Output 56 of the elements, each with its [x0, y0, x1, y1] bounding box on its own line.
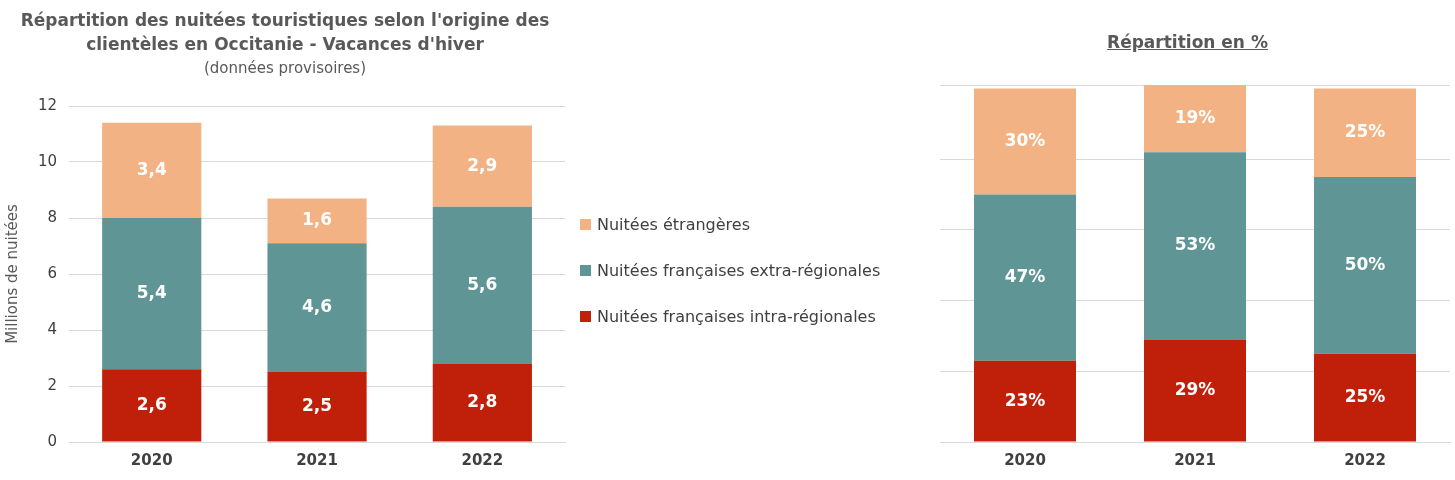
data-label: 2,8: [467, 390, 498, 411]
data-label: 47%: [1004, 266, 1046, 287]
data-label: 2,9: [467, 154, 498, 175]
data-label: 5,6: [467, 273, 498, 294]
bar: [1314, 176, 1416, 354]
bar: [1144, 85, 1246, 153]
bar: [974, 360, 1076, 442]
data-label: 25%: [1344, 121, 1386, 142]
bar: [1314, 88, 1416, 177]
data-label: 4,6: [301, 296, 333, 317]
data-label: 25%: [1344, 385, 1386, 406]
y-tick-label: 12: [37, 95, 58, 114]
bar: [432, 206, 532, 364]
bar: [267, 198, 367, 244]
bar: [102, 218, 202, 370]
data-label: 19%: [1174, 107, 1216, 127]
y-tick-label: 4: [47, 319, 58, 338]
legend-label: Nuitées françaises extra-régionales: [597, 261, 881, 280]
bar: [267, 372, 367, 442]
bar: [1144, 339, 1246, 442]
y-axis-title: Millions de nuitées: [2, 203, 21, 344]
legend-label: Nuitées étrangères: [597, 215, 750, 234]
data-label: 23%: [1004, 389, 1046, 410]
data-label: 2,5: [301, 395, 333, 416]
bar: [1314, 353, 1416, 442]
data-label: 2,6: [136, 393, 167, 414]
y-tick-label: 0: [47, 431, 58, 450]
x-tick-label: 2020: [130, 450, 173, 469]
bar: [102, 122, 202, 218]
x-tick-label: 2021: [1174, 450, 1216, 469]
x-tick-label: 2022: [461, 450, 504, 469]
y-tick-label: 2: [47, 375, 58, 394]
chart-title: Répartition des nuitées touristiques selon l'origine des clientèles en Occitanie - Vacances d'hiver: [19, 9, 551, 56]
x-tick-label: 2021: [296, 450, 338, 469]
bar: [1144, 152, 1246, 340]
legend-label: Nuitées françaises intra-régionales: [597, 307, 876, 326]
bar: [267, 243, 367, 372]
bar: [974, 194, 1076, 361]
y-tick-label: 10: [37, 151, 58, 170]
data-label: 53%: [1174, 234, 1216, 255]
x-tick-label: 2022: [1344, 450, 1386, 469]
y-tick-label: 6: [47, 263, 58, 282]
data-label: 5,4: [136, 282, 167, 303]
data-label: 3,4: [136, 158, 167, 179]
data-label: 1,6: [301, 209, 333, 230]
bar: [974, 88, 1076, 195]
data-label: 50%: [1344, 253, 1386, 274]
bar: [102, 369, 202, 442]
x-tick-label: 2020: [1004, 450, 1046, 469]
y-tick-label: 8: [47, 207, 58, 226]
bar: [432, 363, 532, 442]
chart-title: Répartition en %: [1106, 31, 1269, 54]
data-label: 30%: [1004, 129, 1046, 150]
chart-subtitle: (données provisoires): [202, 58, 368, 79]
data-label: 29%: [1174, 378, 1216, 399]
bar: [432, 125, 532, 207]
